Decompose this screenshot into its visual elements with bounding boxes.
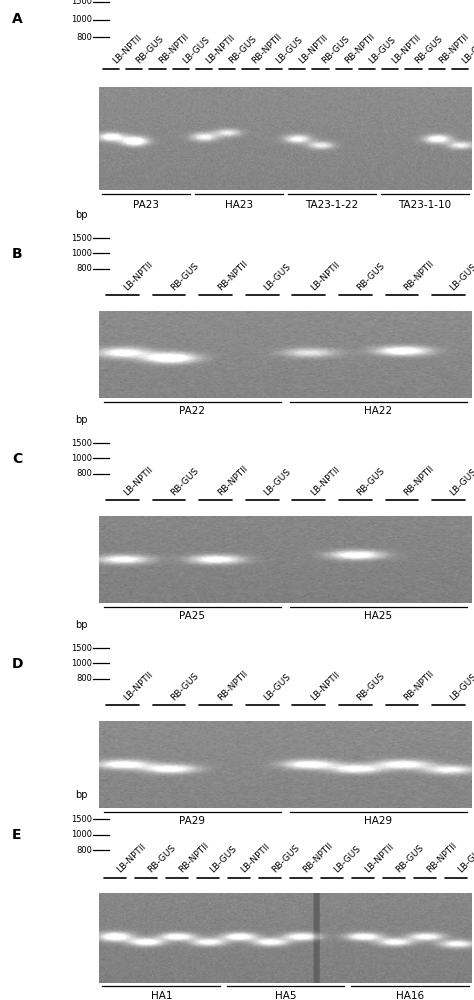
Text: LB-GUS: LB-GUS (448, 262, 474, 292)
Text: bp: bp (75, 210, 88, 220)
Text: RB-GUS: RB-GUS (356, 466, 387, 497)
Text: RB-NPTII: RB-NPTII (157, 32, 191, 65)
Text: RB-GUS: RB-GUS (228, 34, 259, 65)
Text: 800: 800 (76, 264, 92, 273)
Text: RB-NPTII: RB-NPTII (216, 669, 249, 702)
Text: A: A (12, 12, 23, 26)
Text: 800: 800 (76, 469, 92, 478)
Text: PA25: PA25 (180, 611, 205, 621)
Text: D: D (12, 657, 23, 671)
Text: RB-NPTII: RB-NPTII (402, 464, 435, 497)
Text: 1500: 1500 (71, 234, 92, 243)
Text: LB-NPTII: LB-NPTII (123, 260, 155, 292)
Text: LB-NPTII: LB-NPTII (309, 260, 341, 292)
Text: HA23: HA23 (225, 200, 253, 210)
Text: 1000: 1000 (71, 659, 92, 668)
Text: bp: bp (75, 620, 88, 630)
Text: RB-GUS: RB-GUS (169, 261, 201, 292)
Text: HA22: HA22 (365, 406, 392, 416)
Text: 1000: 1000 (71, 249, 92, 258)
Text: HA1: HA1 (151, 991, 172, 1000)
Text: LB-GUS: LB-GUS (460, 35, 474, 65)
Text: LB-GUS: LB-GUS (181, 35, 211, 65)
Text: RB-NPTII: RB-NPTII (437, 32, 470, 65)
Text: RB-GUS: RB-GUS (320, 34, 352, 65)
Text: TA23-1-10: TA23-1-10 (399, 200, 452, 210)
Text: 1500: 1500 (71, 439, 92, 448)
Text: RB-GUS: RB-GUS (394, 843, 425, 874)
Text: LB-NPTII: LB-NPTII (204, 33, 237, 65)
Text: LB-NPTII: LB-NPTII (239, 842, 272, 874)
Text: LB-NPTII: LB-NPTII (309, 670, 341, 702)
Text: LB-NPTII: LB-NPTII (111, 33, 144, 65)
Text: PA23: PA23 (133, 200, 159, 210)
Text: 800: 800 (76, 846, 92, 855)
Text: C: C (12, 452, 22, 466)
Text: 1000: 1000 (71, 454, 92, 463)
Text: LB-NPTII: LB-NPTII (309, 465, 341, 497)
Text: RB-GUS: RB-GUS (413, 34, 445, 65)
Text: 800: 800 (76, 33, 92, 42)
Text: TA23-1-22: TA23-1-22 (305, 200, 359, 210)
Text: LB-GUS: LB-GUS (262, 467, 292, 497)
Text: RB-NPTII: RB-NPTII (344, 32, 377, 65)
Text: LB-GUS: LB-GUS (456, 844, 474, 874)
Text: RB-GUS: RB-GUS (270, 843, 301, 874)
Text: 1000: 1000 (71, 15, 92, 24)
Text: HA5: HA5 (275, 991, 296, 1000)
Text: RB-GUS: RB-GUS (169, 671, 201, 702)
Text: RB-NPTII: RB-NPTII (425, 841, 458, 874)
Text: RB-NPTII: RB-NPTII (216, 464, 249, 497)
Text: LB-GUS: LB-GUS (262, 262, 292, 292)
Text: RB-NPTII: RB-NPTII (402, 259, 435, 292)
Text: LB-NPTII: LB-NPTII (363, 842, 396, 874)
Text: LB-NPTII: LB-NPTII (115, 842, 147, 874)
Text: 1500: 1500 (71, 0, 92, 6)
Text: LB-GUS: LB-GUS (367, 35, 397, 65)
Text: LB-GUS: LB-GUS (448, 672, 474, 702)
Text: RB-GUS: RB-GUS (356, 261, 387, 292)
Text: HA16: HA16 (395, 991, 424, 1000)
Text: LB-GUS: LB-GUS (262, 672, 292, 702)
Text: RB-GUS: RB-GUS (356, 671, 387, 702)
Text: RB-NPTII: RB-NPTII (301, 841, 335, 874)
Text: PA22: PA22 (180, 406, 205, 416)
Text: bp: bp (75, 415, 88, 425)
Text: 1500: 1500 (71, 644, 92, 653)
Text: LB-GUS: LB-GUS (448, 467, 474, 497)
Text: RB-NPTII: RB-NPTII (402, 669, 435, 702)
Text: 1000: 1000 (71, 830, 92, 839)
Text: LB-GUS: LB-GUS (332, 844, 363, 874)
Text: LB-NPTII: LB-NPTII (123, 670, 155, 702)
Text: RB-GUS: RB-GUS (169, 466, 201, 497)
Text: E: E (12, 828, 21, 842)
Text: bp: bp (75, 790, 88, 800)
Text: HA29: HA29 (365, 816, 392, 826)
Text: RB-NPTII: RB-NPTII (177, 841, 210, 874)
Text: LB-GUS: LB-GUS (208, 844, 238, 874)
Text: LB-NPTII: LB-NPTII (297, 33, 330, 65)
Text: LB-GUS: LB-GUS (274, 35, 304, 65)
Text: 1500: 1500 (71, 815, 92, 824)
Text: RB-NPTII: RB-NPTII (216, 259, 249, 292)
Text: RB-NPTII: RB-NPTII (251, 32, 284, 65)
Text: PA29: PA29 (180, 816, 205, 826)
Text: 800: 800 (76, 674, 92, 683)
Text: LB-NPTII: LB-NPTII (123, 465, 155, 497)
Text: LB-NPTII: LB-NPTII (390, 33, 423, 65)
Text: RB-GUS: RB-GUS (146, 843, 177, 874)
Text: RB-GUS: RB-GUS (134, 34, 165, 65)
Text: B: B (12, 247, 22, 261)
Text: HA25: HA25 (365, 611, 392, 621)
